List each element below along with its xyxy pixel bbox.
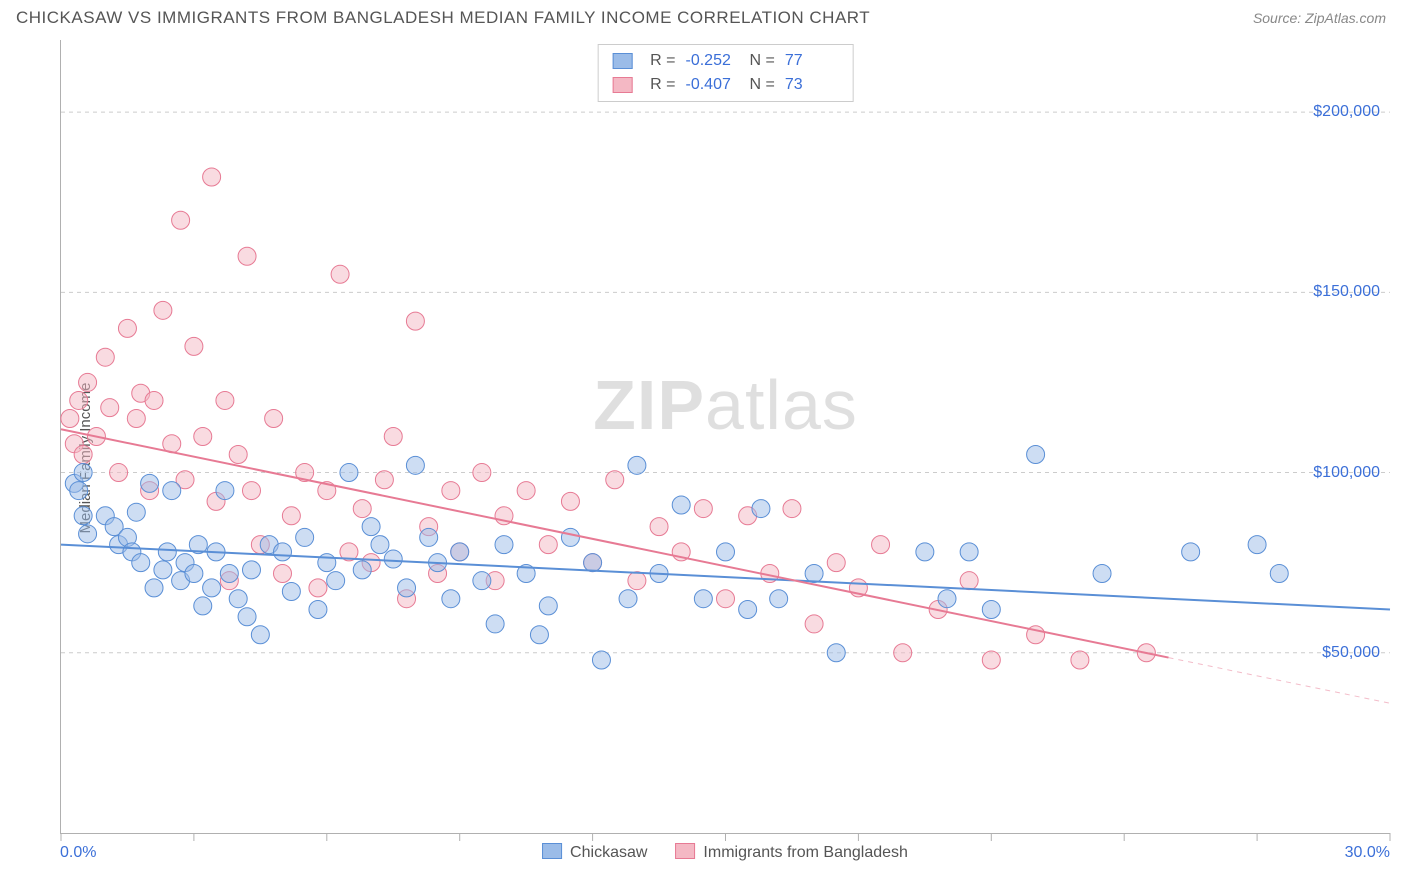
legend-label: Immigrants from Bangladesh bbox=[703, 844, 908, 861]
correlation-legend: R = -0.252 N = 77 R = -0.407 N = 73 bbox=[597, 44, 854, 102]
legend-item: Immigrants from Bangladesh bbox=[675, 843, 908, 862]
legend-swatch bbox=[542, 843, 562, 859]
legend-swatch bbox=[612, 77, 632, 93]
correlation-legend-row: R = -0.252 N = 77 bbox=[612, 49, 839, 73]
r-label: R = bbox=[650, 73, 675, 97]
chart-title: CHICKASAW VS IMMIGRANTS FROM BANGLADESH … bbox=[16, 8, 870, 28]
n-value: 77 bbox=[785, 49, 839, 73]
y-tick-label: $150,000 bbox=[1313, 283, 1380, 301]
series-legend: Chickasaw Immigrants from Bangladesh bbox=[542, 843, 908, 862]
legend-swatch bbox=[675, 843, 695, 859]
y-tick-label: $100,000 bbox=[1313, 464, 1380, 482]
legend-item: Chickasaw bbox=[542, 843, 647, 862]
r-label: R = bbox=[650, 49, 675, 73]
legend-label: Chickasaw bbox=[570, 844, 647, 861]
x-max-label: 30.0% bbox=[1345, 844, 1390, 862]
n-label: N = bbox=[750, 73, 775, 97]
source-label: Source: ZipAtlas.com bbox=[1253, 10, 1386, 26]
plot-svg bbox=[61, 40, 1390, 833]
n-label: N = bbox=[750, 49, 775, 73]
legend-swatch bbox=[612, 53, 632, 69]
r-value: -0.407 bbox=[686, 73, 740, 97]
source-prefix: Source: bbox=[1253, 10, 1305, 26]
correlation-legend-row: R = -0.407 N = 73 bbox=[612, 73, 839, 97]
y-tick-label: $50,000 bbox=[1322, 644, 1380, 662]
x-min-label: 0.0% bbox=[60, 844, 96, 862]
plot-region: ZIPatlas R =-0.252N =77R =-0.407N =73 $5… bbox=[60, 40, 1390, 834]
r-value: -0.252 bbox=[686, 49, 740, 73]
source-name: ZipAtlas.com bbox=[1305, 10, 1386, 26]
x-axis-labels: 0.0% 30.0% Chickasaw Immigrants from Bang… bbox=[60, 840, 1390, 862]
chart-area: Median Family Income ZIPatlas R =-0.252N… bbox=[16, 40, 1390, 876]
n-value: 73 bbox=[785, 73, 839, 97]
y-tick-label: $200,000 bbox=[1313, 103, 1380, 121]
chart-header: CHICKASAW VS IMMIGRANTS FROM BANGLADESH … bbox=[0, 0, 1406, 32]
